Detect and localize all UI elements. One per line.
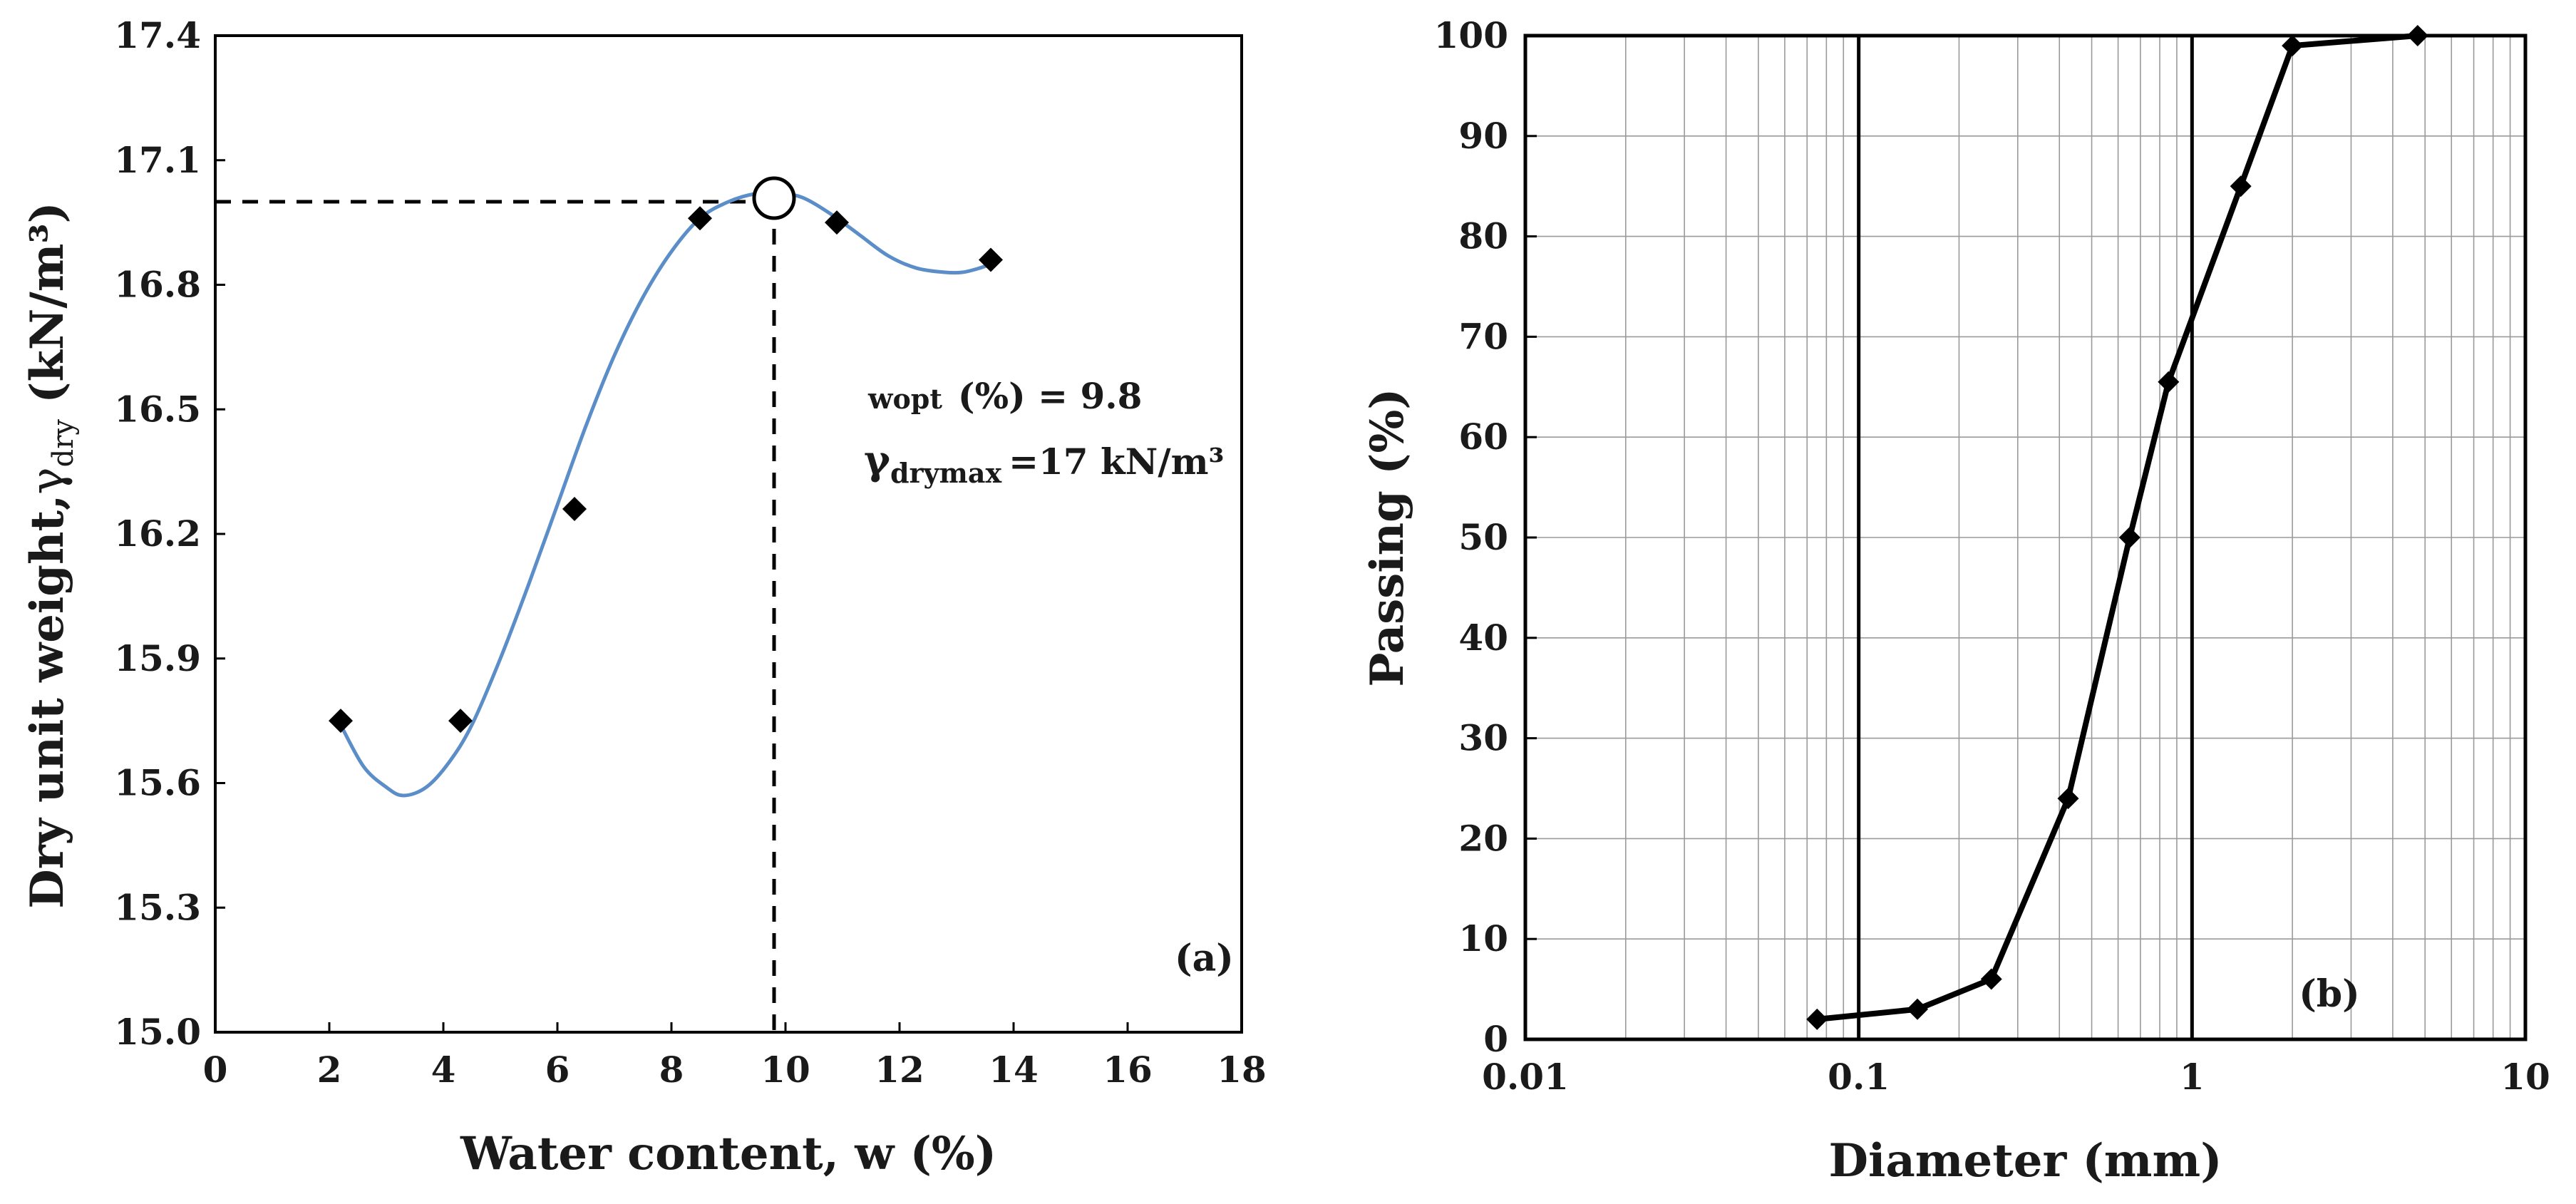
grain-size-data-point <box>2118 527 2140 548</box>
compaction-data-point <box>688 206 712 231</box>
x-tick-label-a: 12 <box>875 1049 924 1091</box>
y-tick-label-b: 40 <box>1458 617 1508 659</box>
grain-size-data-point <box>2158 371 2180 393</box>
x-tick-label-a: 6 <box>545 1049 570 1091</box>
panel-label-a: (a) <box>1175 937 1234 980</box>
compaction-fit-curve <box>339 190 991 798</box>
grain-size-data-point <box>2057 788 2079 810</box>
grain-size-line <box>1816 33 2418 1022</box>
y-tick-label-b: 30 <box>1458 717 1508 759</box>
compaction-data-point <box>979 247 1003 272</box>
wopt-value: (%) = 9.8 <box>958 375 1143 417</box>
y-tick-label-b: 10 <box>1458 917 1508 959</box>
y-axis-label-main-a: Dry unit weight, <box>21 495 74 909</box>
grain-size-data-point <box>2406 25 2428 46</box>
panel-label-b: (b) <box>2299 972 2360 1016</box>
y-axis-label-sub-a: dry <box>47 419 80 468</box>
compaction-data-point <box>448 709 473 734</box>
y-tick-label-b: 20 <box>1458 817 1508 859</box>
grain-size-data-point <box>1980 968 2002 990</box>
y-tick-label-a: 15.3 <box>114 886 201 928</box>
x-tick-label-a: 4 <box>431 1049 456 1091</box>
wopt-annotation: wopt (%) = 9.8 <box>867 375 1142 417</box>
gamma-value: =17 kN/m³ <box>1009 441 1224 483</box>
y-tick-label-a: 17.4 <box>114 14 201 56</box>
x-tick-label-a: 10 <box>761 1049 810 1091</box>
y-tick-label-b: 100 <box>1434 14 1508 56</box>
x-tick-label-a: 2 <box>317 1049 342 1091</box>
x-tick-label-a: 16 <box>1103 1049 1153 1091</box>
plot-frame-a <box>214 34 1243 1034</box>
x-tick-label-a: 8 <box>659 1049 684 1091</box>
x-tick-label-a: 14 <box>989 1049 1039 1091</box>
grain-size-data-point <box>2282 35 2304 57</box>
gamma-annotation: γdrymax =17 kN/m³ <box>864 437 1224 489</box>
y-tick-label-a: 15.0 <box>114 1011 201 1053</box>
y-axis-label-b: Passing (%) <box>1361 388 1414 686</box>
y-tick-label-b: 70 <box>1458 315 1508 357</box>
x-tick-label-a: 0 <box>203 1049 228 1091</box>
x-axis-label-b: Diameter (mm) <box>1829 1134 2222 1188</box>
y-tick-label-a: 16.2 <box>114 513 201 555</box>
x-tick-label-b: 1 <box>2180 1056 2205 1098</box>
x-tick-label-b: 10 <box>2500 1056 2550 1098</box>
x-axis-label-a: Water content, w (%) <box>460 1127 996 1180</box>
x-tick-label-a: 18 <box>1217 1049 1267 1091</box>
y-tick-label-a: 16.8 <box>114 264 201 306</box>
y-tick-label-a: 15.9 <box>114 637 201 679</box>
y-tick-label-b: 50 <box>1458 516 1508 558</box>
y-tick-label-a: 15.6 <box>114 762 201 804</box>
optimum-point-circle <box>752 176 796 220</box>
y-axis-label-a: Dry unit weight,γdry (kN/m³) <box>21 202 80 909</box>
wopt-symbol: w <box>867 382 894 416</box>
chart-b-grain-size: 0 10 20 30 40 50 60 70 80 90 100 0.01 0.1 1 10 Diameter… <box>1361 14 2550 1188</box>
x-tick-label-b: 0.1 <box>1828 1056 1890 1098</box>
gamma-subscript: drymax <box>890 457 1002 489</box>
chart-a-compaction: 0 2 4 6 8 10 12 14 16 18 15.0 15.3 15.6 15.9 16.2 16.5 1… <box>21 14 1267 1180</box>
compaction-data-point <box>562 497 587 522</box>
y-tick-label-b: 80 <box>1458 215 1508 257</box>
wopt-subscript: opt <box>892 383 942 415</box>
gamma-symbol: γ <box>864 437 891 484</box>
grain-size-data-point <box>1806 1008 1828 1030</box>
y-axis-label-symbol-a: γ <box>21 467 74 494</box>
y-tick-label-b: 90 <box>1458 115 1508 157</box>
y-axis-label-units-a: (kN/m³) <box>21 202 74 419</box>
y-tick-label-b: 60 <box>1458 416 1508 458</box>
grain-size-data-point <box>2230 175 2252 197</box>
compaction-data-point <box>329 709 353 734</box>
y-tick-label-a: 17.1 <box>114 139 201 181</box>
y-tick-label-a: 16.5 <box>114 388 201 430</box>
x-tick-label-b: 0.01 <box>1482 1056 1569 1098</box>
compaction-data-point <box>825 210 849 235</box>
y-tick-label-b: 0 <box>1483 1018 1508 1060</box>
grain-size-data-point <box>1907 998 1929 1020</box>
